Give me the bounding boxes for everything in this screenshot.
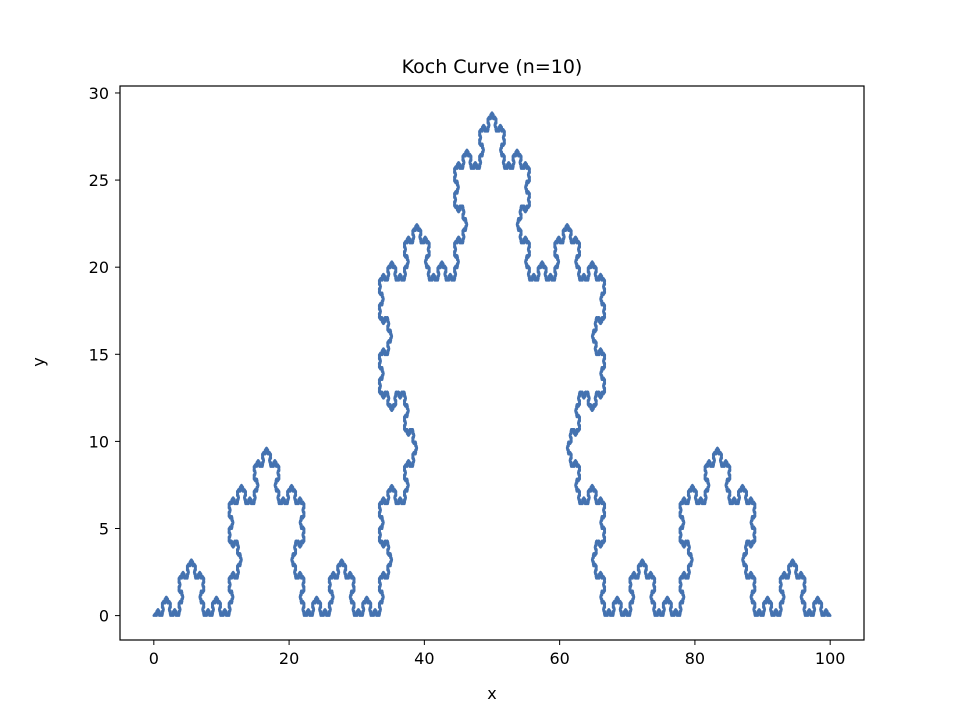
x-tick-label: 20 bbox=[279, 649, 299, 668]
y-tick-label: 15 bbox=[89, 345, 109, 364]
chart-title: Koch Curve (n=10) bbox=[402, 56, 583, 78]
x-axis-label: x bbox=[487, 684, 496, 703]
y-tick-label: 25 bbox=[89, 171, 109, 190]
x-tick-label: 100 bbox=[815, 649, 846, 668]
y-tick-label: 20 bbox=[89, 258, 109, 277]
y-tick-label: 0 bbox=[99, 607, 109, 626]
x-tick-label: 40 bbox=[414, 649, 434, 668]
x-tick-label: 0 bbox=[149, 649, 159, 668]
y-tick-label: 30 bbox=[89, 84, 109, 103]
y-tick-label: 10 bbox=[89, 432, 109, 451]
y-tick-label: 5 bbox=[99, 520, 109, 539]
x-tick-label: 80 bbox=[685, 649, 705, 668]
x-tick-label: 60 bbox=[549, 649, 569, 668]
y-axis-label: y bbox=[29, 357, 48, 366]
